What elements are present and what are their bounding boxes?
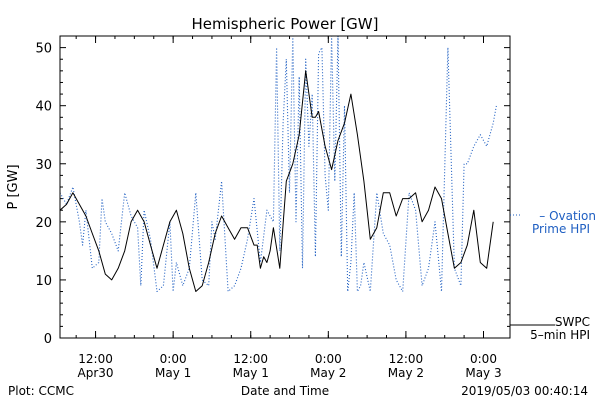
- series-line-ovation-prime: [60, 36, 497, 293]
- x-tick-label-time: 0:00: [160, 352, 187, 366]
- x-tick-label-date: May 2: [388, 366, 424, 380]
- x-tick-label-time: 0:00: [470, 352, 497, 366]
- y-tick-label: 40: [35, 100, 52, 115]
- y-tick-label: 30: [35, 158, 52, 173]
- x-tick-label-date: May 3: [465, 366, 501, 380]
- x-axis-label: Date and Time: [241, 384, 329, 398]
- legend: – Ovation Prime HPI SWPC 5–min HPI: [510, 209, 596, 342]
- chart-title: Hemispheric Power [GW]: [192, 15, 379, 33]
- x-tick-label-date: Apr30: [78, 366, 114, 380]
- x-tick-label-time: 12:00: [233, 352, 268, 366]
- legend-item-swpc: SWPC 5–min HPI: [510, 315, 590, 342]
- x-tick-label-date: May 1: [233, 366, 269, 380]
- y-tick-label: 10: [35, 274, 52, 289]
- legend-item-ovation: – Ovation Prime HPI: [510, 209, 596, 236]
- footer-timestamp: 2019/05/03 00:40:14: [461, 384, 588, 398]
- y-tick-label: 50: [35, 42, 52, 57]
- footer-plot-credit: Plot: CCMC: [8, 384, 74, 398]
- legend-label-swpc-line2: 5–min HPI: [530, 328, 590, 342]
- x-tick-label-date: May 2: [310, 366, 346, 380]
- y-axis-label: P [GW]: [6, 164, 21, 209]
- series-layer: [60, 36, 497, 293]
- legend-label-ovation-line2: Prime HPI: [532, 222, 590, 236]
- legend-label-ovation-line1: – Ovation: [539, 209, 596, 223]
- plot-frame: [59, 35, 511, 339]
- x-tick-label-time: 0:00: [315, 352, 342, 366]
- series-line-swpc: [60, 70, 494, 292]
- x-tick-label-date: May 1: [155, 366, 191, 380]
- x-tick-label-time: 12:00: [78, 352, 113, 366]
- y-tick-label: 20: [35, 216, 52, 231]
- y-tick-label: 0: [44, 332, 52, 347]
- x-tick-label-time: 12:00: [389, 352, 424, 366]
- legend-label-swpc-line1: SWPC: [555, 315, 590, 329]
